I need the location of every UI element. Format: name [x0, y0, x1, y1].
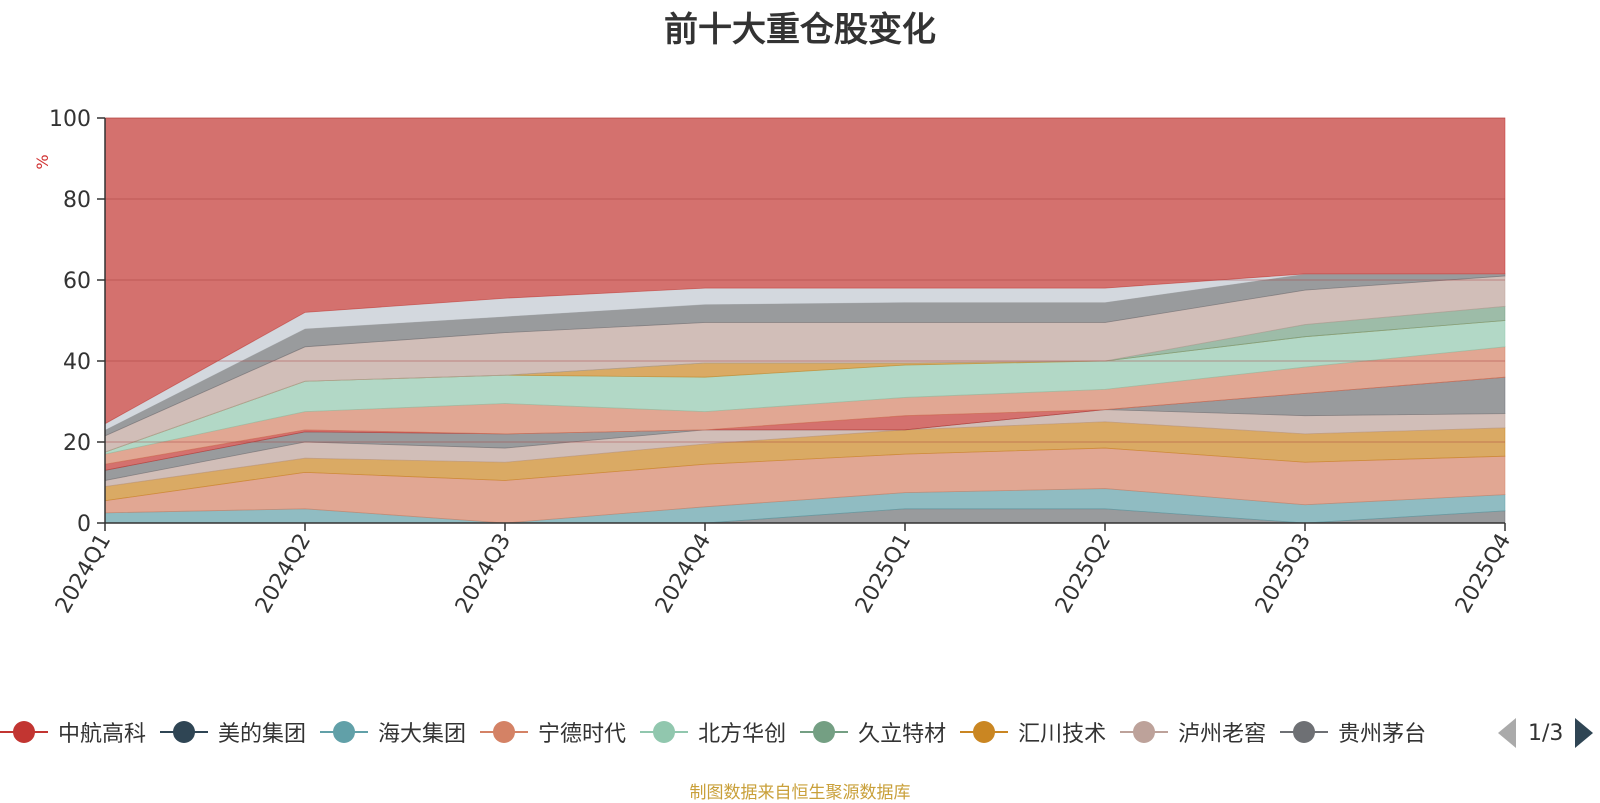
legend-marker-icon [160, 720, 209, 744]
legend-label: 北方华创 [698, 722, 787, 747]
legend-label: 久立特材 [858, 722, 947, 747]
y-tick-label-0: 0 [77, 512, 91, 537]
legend-item-6[interactable]: 汇川技术 [960, 712, 1106, 752]
chart-title: 前十大重仓股变化 [664, 10, 936, 50]
y-tick-label-60: 60 [63, 269, 91, 294]
legend-item-7[interactable]: 泸州老窖 [1120, 712, 1266, 752]
legend-label: 美的集团 [218, 722, 307, 747]
legend-prev-arrow-icon[interactable] [1498, 718, 1516, 748]
legend-label: 汇川技术 [1018, 722, 1107, 747]
legend-item-1[interactable]: 美的集团 [160, 712, 306, 752]
x-tick-label-2024Q3: 2024Q3 [451, 530, 516, 618]
legend-page-indicator: 1/3 [1528, 720, 1564, 746]
y-tick-label-100: 100 [49, 107, 91, 132]
data-source-note: 制图数据来自恒生聚源数据库 [689, 783, 911, 803]
legend-pager: 1/3 [1498, 718, 1594, 748]
legend-item-2[interactable]: 海大集团 [320, 712, 466, 752]
y-axis-label: % [33, 154, 52, 169]
legend-marker-icon [640, 720, 689, 744]
legend-marker-icon [960, 720, 1009, 744]
legend-next-arrow-icon[interactable] [1575, 718, 1594, 748]
legend-marker-icon [1280, 720, 1329, 744]
area-band-14 [104, 117, 1506, 425]
x-tick-label-2025Q1: 2025Q1 [851, 530, 916, 618]
x-tick-label-2024Q1: 2024Q1 [51, 530, 116, 618]
y-tick-label-20: 20 [63, 431, 91, 456]
legend-item-4[interactable]: 北方华创 [640, 712, 786, 752]
x-tick-label-2025Q4: 2025Q4 [1451, 530, 1516, 618]
legend-label: 海大集团 [378, 722, 467, 747]
legend-item-3[interactable]: 宁德时代 [480, 712, 626, 752]
legend-item-8[interactable]: 贵州茅台 [1280, 712, 1426, 752]
legend: 中航高科 美的集团 海大集团 宁德时代 北方华创 久立特材 汇川技术 泸州老窖 贵州茅台 [0, 712, 1490, 752]
legend-marker-icon [0, 720, 48, 744]
legend-label: 中航高科 [58, 722, 147, 747]
x-tick-label-2025Q3: 2025Q3 [1251, 530, 1316, 618]
legend-label: 贵州茅台 [1338, 722, 1427, 747]
legend-marker-icon [800, 720, 849, 744]
x-tick-label-2024Q4: 2024Q4 [651, 530, 716, 618]
x-tick-label-2025Q2: 2025Q2 [1051, 530, 1116, 618]
legend-marker-icon [480, 720, 529, 744]
legend-marker-icon [1120, 720, 1169, 744]
legend-item-5[interactable]: 久立特材 [800, 712, 946, 752]
x-tick-label-2024Q2: 2024Q2 [251, 530, 316, 618]
legend-item-0[interactable]: 中航高科 [0, 712, 146, 752]
legend-label: 宁德时代 [538, 722, 627, 747]
legend-label: 泸州老窖 [1178, 722, 1267, 747]
legend-marker-icon [320, 720, 369, 744]
y-tick-label-80: 80 [63, 188, 91, 213]
y-tick-label-40: 40 [63, 350, 91, 375]
